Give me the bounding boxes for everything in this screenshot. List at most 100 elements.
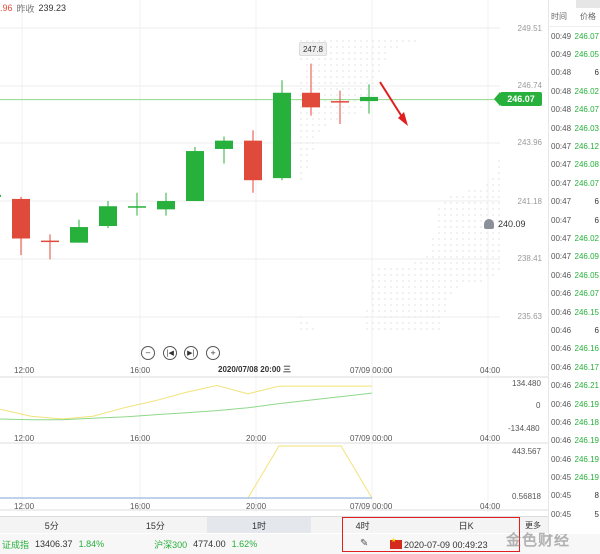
time-tick: 07/09 00:00 — [350, 366, 393, 375]
map-dot — [444, 268, 446, 270]
trade-row: 00:46 246.19 — [549, 432, 600, 450]
last-page-icon[interactable]: ▶| — [184, 346, 198, 360]
map-dot — [450, 280, 452, 282]
map-dot — [444, 232, 446, 234]
map-dot — [462, 232, 464, 234]
map-dot — [480, 214, 482, 216]
map-dot — [438, 286, 440, 288]
map-dot — [456, 238, 458, 240]
map-dot — [306, 118, 308, 120]
map-dot — [372, 310, 374, 312]
map-dot — [354, 100, 356, 102]
map-dot — [480, 274, 482, 276]
map-dot — [408, 298, 410, 300]
map-dot — [360, 94, 362, 96]
trade-row: 00:48 6 — [549, 64, 600, 82]
map-dot — [462, 244, 464, 246]
map-dot — [468, 190, 470, 192]
trade-price: 246.09 — [574, 252, 599, 262]
map-dot — [486, 190, 488, 192]
map-dot — [372, 322, 374, 324]
map-dot — [384, 298, 386, 300]
map-dot — [396, 310, 398, 312]
map-dot — [348, 82, 350, 84]
tab-5m[interactable]: 5分 — [44, 520, 59, 531]
map-dot — [360, 40, 362, 42]
tab-daily[interactable]: 日K — [458, 520, 474, 531]
map-dot — [468, 208, 470, 210]
map-dot — [474, 238, 476, 240]
map-dot — [492, 196, 494, 198]
trade-row: 00:46 246.16 — [549, 340, 600, 358]
map-dot — [354, 40, 356, 42]
map-dot — [480, 226, 482, 228]
map-dot — [384, 274, 386, 276]
tab-15m[interactable]: 15分 — [145, 520, 165, 531]
trade-row: 00:45 8 — [549, 487, 600, 505]
price-alert[interactable]: 240.09 — [484, 217, 544, 231]
map-dot — [408, 322, 410, 324]
trade-time: 00:46 — [551, 307, 572, 317]
tab-more[interactable]: 更多 — [524, 520, 541, 530]
map-dot — [306, 88, 308, 90]
map-dot — [414, 286, 416, 288]
zoom-out-icon[interactable]: − — [141, 346, 155, 360]
chart-canvas[interactable] — [0, 0, 548, 516]
map-dot — [426, 310, 428, 312]
first-page-icon[interactable]: |◀ — [163, 346, 177, 360]
trade-row: 00:47 246.09 — [549, 248, 600, 266]
map-dot — [354, 88, 356, 90]
map-dot — [360, 88, 362, 90]
trade-time: 00:47 — [551, 252, 572, 262]
draw-tool-icon[interactable]: ✎ — [360, 538, 369, 549]
map-dot — [312, 64, 314, 66]
trade-row: 00:46 246.18 — [549, 413, 600, 431]
map-dot — [468, 262, 470, 264]
map-dot — [378, 52, 380, 54]
trade-row: 00:47 6 — [549, 211, 600, 229]
map-dot — [366, 76, 368, 78]
map-dot — [492, 214, 494, 216]
map-dot — [444, 310, 446, 312]
map-dot — [486, 256, 488, 258]
map-dot — [498, 262, 500, 264]
tab-1h[interactable]: 1时 — [207, 517, 311, 533]
map-dot — [324, 70, 326, 72]
trade-row: 00:47 246.02 — [549, 229, 600, 247]
map-dot — [438, 310, 440, 312]
chart-area[interactable] — [0, 0, 548, 554]
time-tick: 12:00 — [14, 366, 35, 375]
trade-row: 00:46 246.19 — [549, 395, 600, 413]
trade-time: 00:48 — [551, 68, 572, 78]
map-dot — [438, 232, 440, 234]
map-dot — [378, 292, 380, 294]
map-dot — [402, 268, 404, 270]
map-dot — [456, 202, 458, 204]
map-dot — [438, 262, 440, 264]
map-dot — [474, 214, 476, 216]
sub1-axis-mid: 0 — [536, 401, 541, 410]
trade-price: 246.05 — [574, 270, 599, 280]
map-dot — [402, 328, 404, 330]
bell-icon[interactable] — [484, 219, 494, 229]
zoom-in-icon[interactable]: + — [206, 346, 220, 360]
map-dot — [432, 262, 434, 264]
map-dot — [318, 40, 320, 42]
map-dot — [420, 304, 422, 306]
trade-price: 246.07 — [574, 178, 599, 188]
map-dot — [432, 286, 434, 288]
map-dot — [408, 268, 410, 270]
map-dot — [366, 328, 368, 330]
map-dot — [390, 268, 392, 270]
map-dot — [348, 70, 350, 72]
trade-row: 00:46 246.21 — [549, 376, 600, 394]
map-dot — [300, 112, 302, 114]
tab-4h[interactable]: 4时 — [355, 520, 370, 531]
map-dot — [462, 238, 464, 240]
map-dot — [342, 40, 344, 42]
map-dot — [444, 298, 446, 300]
map-dot — [498, 232, 500, 234]
map-dot — [438, 268, 440, 270]
map-dot — [342, 70, 344, 72]
map-dot — [420, 268, 422, 270]
